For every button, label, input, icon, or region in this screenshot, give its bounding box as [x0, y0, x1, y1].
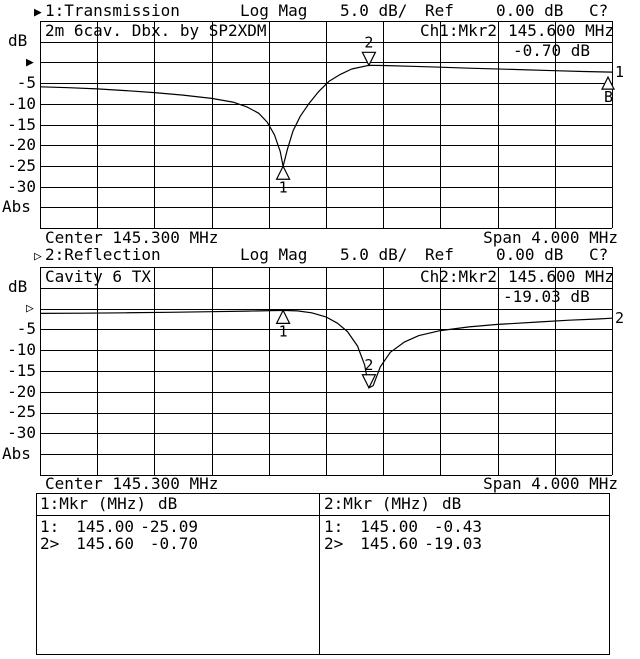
- ch2-tick: -25: [7, 402, 36, 421]
- marker-row-value: -0.70: [149, 534, 198, 553]
- marker-row-freq: 145.00: [76, 517, 134, 536]
- ch2-tick: -10: [7, 340, 36, 359]
- ch1-scale-value: 5.0 dB/: [340, 1, 408, 20]
- trace-2: [39, 309, 613, 389]
- ch2-span-freq: Span 4.000 MHz: [483, 474, 618, 493]
- ch2-ref-pointer-icon: ▷: [26, 301, 34, 316]
- ch1-measurement-label: 1:Transmission: [45, 1, 180, 20]
- marker-row-prefix: 2>: [324, 534, 344, 553]
- ch1-marker-readout-source: Ch1:Mkr2: [420, 21, 498, 40]
- marker-1-icon: [275, 309, 291, 324]
- ch2-cal-status: C?: [589, 245, 609, 264]
- ch2-active-pointer-icon: ▷: [34, 249, 42, 264]
- trace-1: [39, 64, 613, 167]
- ch1-ref-value: 0.00 dB: [496, 1, 564, 20]
- marker-row-freq: 145.60: [360, 534, 418, 553]
- ch2-tick: -5: [16, 319, 36, 338]
- ch1-abs-label: Abs: [2, 197, 31, 216]
- marker-row-value: -25.09: [140, 517, 198, 536]
- marker-row-value: -0.43: [433, 517, 482, 536]
- marker-1-number: 1: [279, 178, 288, 196]
- ch1-tick: -25: [7, 156, 36, 175]
- marker-table-left-unit: dB: [158, 494, 178, 513]
- ch1-tick: -5: [16, 73, 36, 92]
- marker-table-right-title: 2:Mkr (MHz): [324, 494, 430, 513]
- ch2-tick: -15: [7, 361, 36, 380]
- marker-row-freq: 145.00: [360, 517, 418, 536]
- ch1-tick: -15: [7, 115, 36, 134]
- ch1-ref-label: Ref: [425, 1, 454, 20]
- marker-2-number: 2: [364, 356, 373, 374]
- marker-2-number: 2: [364, 33, 373, 51]
- marker-1-icon: [275, 164, 291, 180]
- marker-row-prefix: 2>: [40, 534, 60, 553]
- marker-table-right-unit: dB: [442, 494, 462, 513]
- ch2-tick: -30: [7, 423, 36, 442]
- ch2-format-label: Log Mag: [240, 245, 308, 264]
- marker-2-icon: [361, 51, 377, 67]
- marker-table-left-title: 1:Mkr (MHz): [40, 494, 146, 513]
- ch1-marker-readout-value: -0.70 dB: [513, 41, 591, 60]
- ch1-cal-status: C?: [589, 1, 609, 20]
- ch1-axis-unit: dB: [8, 31, 28, 50]
- ch2-ref-value: 0.00 dB: [496, 245, 564, 264]
- marker-1-number: 1: [279, 322, 288, 340]
- ch2-measurement-label: 2:Reflection: [45, 245, 161, 264]
- ch2-trace-title: Cavity 6 TX: [45, 267, 151, 286]
- marker-table-divider: [319, 494, 320, 654]
- ch2-tick: -20: [7, 382, 36, 401]
- marker-row-freq: 145.60: [76, 534, 134, 553]
- ch2-axis-unit: dB: [8, 277, 28, 296]
- ch2-marker-readout-source: Ch2:Mkr2: [420, 267, 498, 286]
- marker-table-header-rule: [37, 515, 609, 516]
- ch1-center-freq: Center 145.300 MHz: [45, 228, 219, 247]
- marker-row-prefix: 1:: [324, 517, 344, 536]
- ch2-scale-value: 5.0 dB/: [340, 245, 408, 264]
- ch1-trace-title: 2m 6cav. Dbx. by SP2XDM: [45, 21, 267, 40]
- marker-row-value: -19.03: [424, 534, 482, 553]
- marker-2-icon: [361, 374, 377, 390]
- ch1-span-freq: Span 4.000 MHz: [483, 228, 618, 247]
- ch2-marker-readout-freq: 145.600 MHz: [508, 267, 614, 286]
- ch2-ref-label: Ref: [425, 245, 454, 264]
- marker-row-prefix: 1:: [40, 517, 60, 536]
- ch1-tick: -30: [7, 177, 36, 196]
- trace-2-end-id: 2: [615, 309, 624, 327]
- ch2-center-freq: Center 145.300 MHz: [45, 474, 219, 493]
- ch2-marker-readout-value: -19.03 dB: [503, 287, 590, 306]
- ch1-tick: -10: [7, 94, 36, 113]
- trace-1-end-id: 1: [615, 63, 624, 81]
- end-marker-icon: [601, 75, 615, 90]
- ch1-tick: -20: [7, 135, 36, 154]
- end-marker-label: B: [604, 88, 613, 106]
- ch1-active-pointer-icon: ▶: [34, 5, 42, 20]
- ch1-ref-pointer-icon: ▶: [26, 55, 34, 70]
- ch1-format-label: Log Mag: [240, 1, 308, 20]
- ch2-abs-label: Abs: [2, 444, 31, 463]
- marker-table: [36, 493, 610, 655]
- ch1-marker-readout-freq: 145.600 MHz: [508, 21, 614, 40]
